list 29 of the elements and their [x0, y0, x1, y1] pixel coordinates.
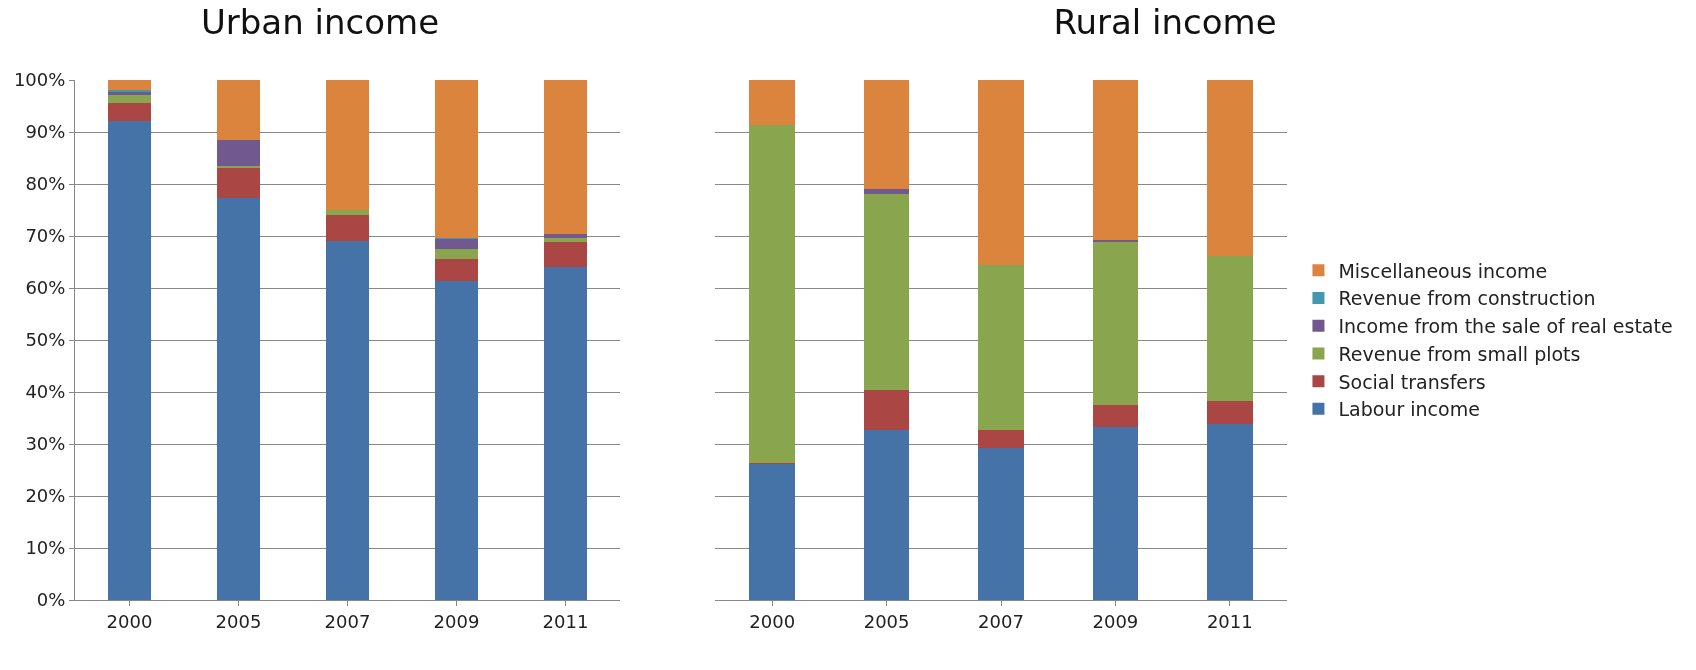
legend-label: Income from the sale of real estate — [1338, 315, 1673, 338]
x-tick-label: 2000 — [749, 610, 796, 632]
y-tick-label: 50% — [25, 329, 66, 351]
y-tick-label: 30% — [25, 433, 66, 455]
x-tick-label: 2009 — [1092, 610, 1139, 632]
y-tick-label: 90% — [25, 121, 66, 143]
y-tick-label: 40% — [25, 381, 66, 403]
x-tick-label: 2005 — [215, 610, 262, 632]
legend-label: Revenue from construction — [1338, 287, 1596, 310]
legend-label: Revenue from small plots — [1338, 342, 1581, 365]
x-tick-label: 2005 — [863, 610, 910, 632]
legend-label: Social transfers — [1338, 370, 1486, 393]
y-tick-label: 100% — [13, 69, 66, 91]
x-tick-label: 2009 — [433, 610, 480, 632]
x-tick-label: 2007 — [978, 610, 1024, 632]
x-tick-label: 2007 — [324, 610, 371, 632]
legend-label: Miscellaneous income — [1338, 259, 1548, 282]
y-tick-label: 20% — [25, 485, 66, 507]
x-tick-label: 2011 — [542, 610, 589, 632]
legend-label: Labour income — [1338, 398, 1480, 421]
x-tick-label: 2011 — [1206, 610, 1253, 632]
chart-title: Rural income — [1053, 1, 1277, 42]
y-tick-label: 60% — [25, 277, 66, 299]
y-tick-label: 0% — [36, 589, 66, 611]
y-tick-label: 70% — [25, 225, 66, 247]
x-tick-label: 2000 — [106, 610, 153, 632]
chart-title: Urban income — [200, 1, 440, 42]
y-tick-label: 10% — [25, 537, 66, 559]
y-tick-label: 80% — [25, 173, 66, 195]
